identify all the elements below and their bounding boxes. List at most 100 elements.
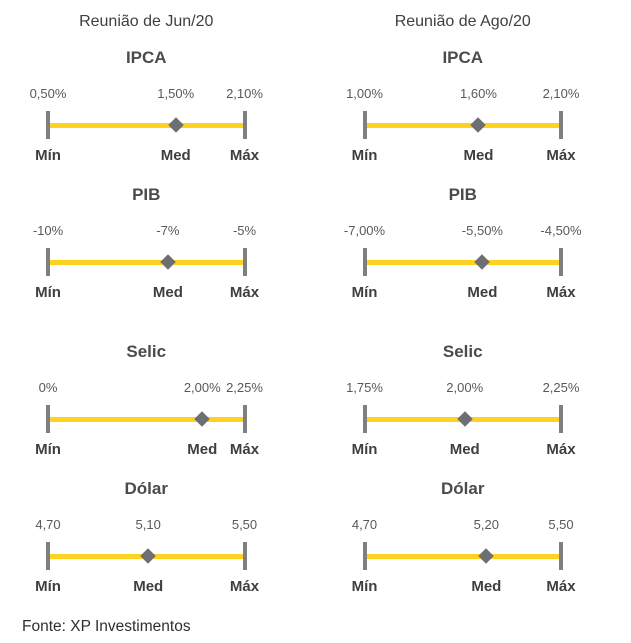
range-slider [46, 248, 247, 276]
range-slider [46, 405, 247, 433]
min-tick [46, 111, 50, 139]
column-jun20: Reunião de Jun/20 IPCA 0,50% 1,50% 2,10%… [22, 12, 293, 596]
metric-title: Dólar [441, 479, 485, 498]
max-value: 2,10% [542, 86, 580, 101]
max-label: Máx [229, 578, 260, 595]
value-labels: -10% -7% -5% [33, 223, 256, 238]
axis-labels: Mín Med Máx [35, 284, 259, 302]
range-track [364, 122, 561, 128]
column-title-ago20: Reunião de Ago/20 [394, 13, 531, 30]
range-slider [362, 248, 563, 276]
median-marker-icon [194, 411, 211, 427]
metric-block-ago-ipca: IPCA 1,00% 1,60% 2,10% Mín Med Máx [339, 48, 610, 165]
metric-block-ago-dolar: Dólar 4,70 5,20 5,50 Mín Med Máx [339, 479, 610, 596]
min-tick [46, 405, 50, 433]
axis-labels: Mín Med Máx [35, 147, 259, 165]
metric-title: Selic [126, 342, 167, 361]
med-label: Med [160, 147, 191, 164]
axis-labels: Mín Med Máx [352, 578, 576, 596]
metric-title: PIB [132, 185, 161, 204]
max-label: Máx [546, 147, 576, 164]
med-value: 1,60% [460, 86, 497, 101]
max-value: -5% [232, 223, 257, 238]
median-marker-icon [478, 548, 495, 564]
max-label: Máx [229, 284, 260, 301]
metric-block-jun-ipca: IPCA 0,50% 1,50% 2,10% Mín Med Máx [22, 48, 293, 165]
axis-labels: Mín Med Máx [35, 441, 259, 459]
value-labels: 1,75% 2,00% 2,25% [346, 380, 579, 395]
min-tick [362, 405, 367, 433]
max-value: -4,50% [540, 223, 582, 238]
max-label: Máx [229, 147, 260, 164]
min-value: -10% [32, 223, 64, 238]
max-label: Máx [229, 441, 260, 458]
axis-labels: Mín Med Máx [35, 578, 259, 596]
axis-labels: Mín Med Máx [352, 147, 576, 165]
metric-block-jun-selic: Selic 0% 2,00% 2,25% Mín Med Máx [22, 342, 293, 459]
max-label: Máx [546, 441, 576, 458]
median-marker-icon [474, 254, 491, 270]
metric-title: IPCA [442, 48, 484, 67]
range-track [364, 553, 561, 559]
max-tick [559, 542, 563, 570]
med-value: 2,00% [446, 380, 484, 395]
range-track [48, 259, 245, 265]
value-labels: 4,70 5,20 5,50 [352, 517, 574, 532]
metric-title: PIB [448, 185, 477, 204]
med-label: Med [449, 441, 480, 458]
med-value: -5,50% [461, 223, 503, 238]
min-tick [46, 542, 50, 570]
range-track [48, 416, 245, 422]
med-value: 2,00% [183, 380, 221, 395]
max-tick [559, 248, 563, 276]
max-label: Máx [546, 284, 576, 301]
min-value: 0,50% [29, 86, 67, 101]
min-value: 4,70 [351, 517, 378, 532]
med-label: Med [463, 147, 494, 164]
min-value: 0% [38, 380, 58, 395]
value-labels: 0% 2,00% 2,25% [39, 380, 263, 395]
min-label: Mín [351, 284, 378, 301]
min-value: -7,00% [343, 223, 386, 238]
med-label: Med [152, 284, 183, 301]
min-label: Mín [35, 578, 61, 595]
min-label: Mín [35, 441, 61, 458]
metric-title: Dólar [124, 479, 168, 498]
med-label: Med [467, 284, 498, 301]
min-tick [362, 248, 367, 276]
min-label: Mín [351, 147, 378, 164]
min-tick [362, 542, 367, 570]
value-labels: 0,50% 1,50% 2,10% [30, 86, 263, 101]
range-slider [362, 405, 563, 433]
max-tick [559, 111, 563, 139]
min-label: Mín [35, 284, 61, 301]
median-marker-icon [160, 254, 176, 270]
min-tick [362, 111, 367, 139]
min-value: 4,70 [35, 517, 61, 532]
max-value: 2,10% [226, 86, 263, 101]
metric-block-jun-pib: PIB -10% -7% -5% Mín Med Máx [22, 185, 293, 302]
min-label: Mín [351, 441, 378, 458]
median-marker-icon [456, 411, 473, 427]
range-slider [362, 542, 563, 570]
med-label: Med [187, 441, 218, 458]
median-marker-icon [167, 117, 184, 133]
med-value: -7% [156, 223, 180, 238]
metric-title: IPCA [125, 48, 167, 67]
value-labels: 4,70 5,10 5,50 [35, 517, 257, 532]
metric-title: Selic [442, 342, 483, 361]
med-value: 1,50% [157, 86, 195, 101]
value-labels: -7,00% -5,50% -4,50% [344, 223, 582, 238]
axis-labels: Mín Med Máx [352, 284, 576, 302]
metric-block-ago-pib: PIB -7,00% -5,50% -4,50% Mín Med Máx [339, 185, 610, 302]
source-note: Fonte: XP Investimentos [22, 618, 191, 635]
max-value: 5,50 [548, 517, 574, 532]
metric-block-jun-dolar: Dólar 4,70 5,10 5,50 Mín Med Máx [22, 479, 293, 596]
value-labels: 1,00% 1,60% 2,10% [346, 86, 579, 101]
max-value: 2,25% [542, 380, 580, 395]
column-ago20: Reunião de Ago/20 IPCA 1,00% 1,60% 2,10%… [339, 12, 610, 596]
metric-block-ago-selic: Selic 1,75% 2,00% 2,25% Mín Med Máx [339, 342, 610, 459]
column-title-jun20: Reunião de Jun/20 [79, 13, 214, 30]
chart-panel: Reunião de Jun/20 IPCA 0,50% 1,50% 2,10%… [22, 12, 610, 596]
med-label: Med [133, 578, 164, 595]
